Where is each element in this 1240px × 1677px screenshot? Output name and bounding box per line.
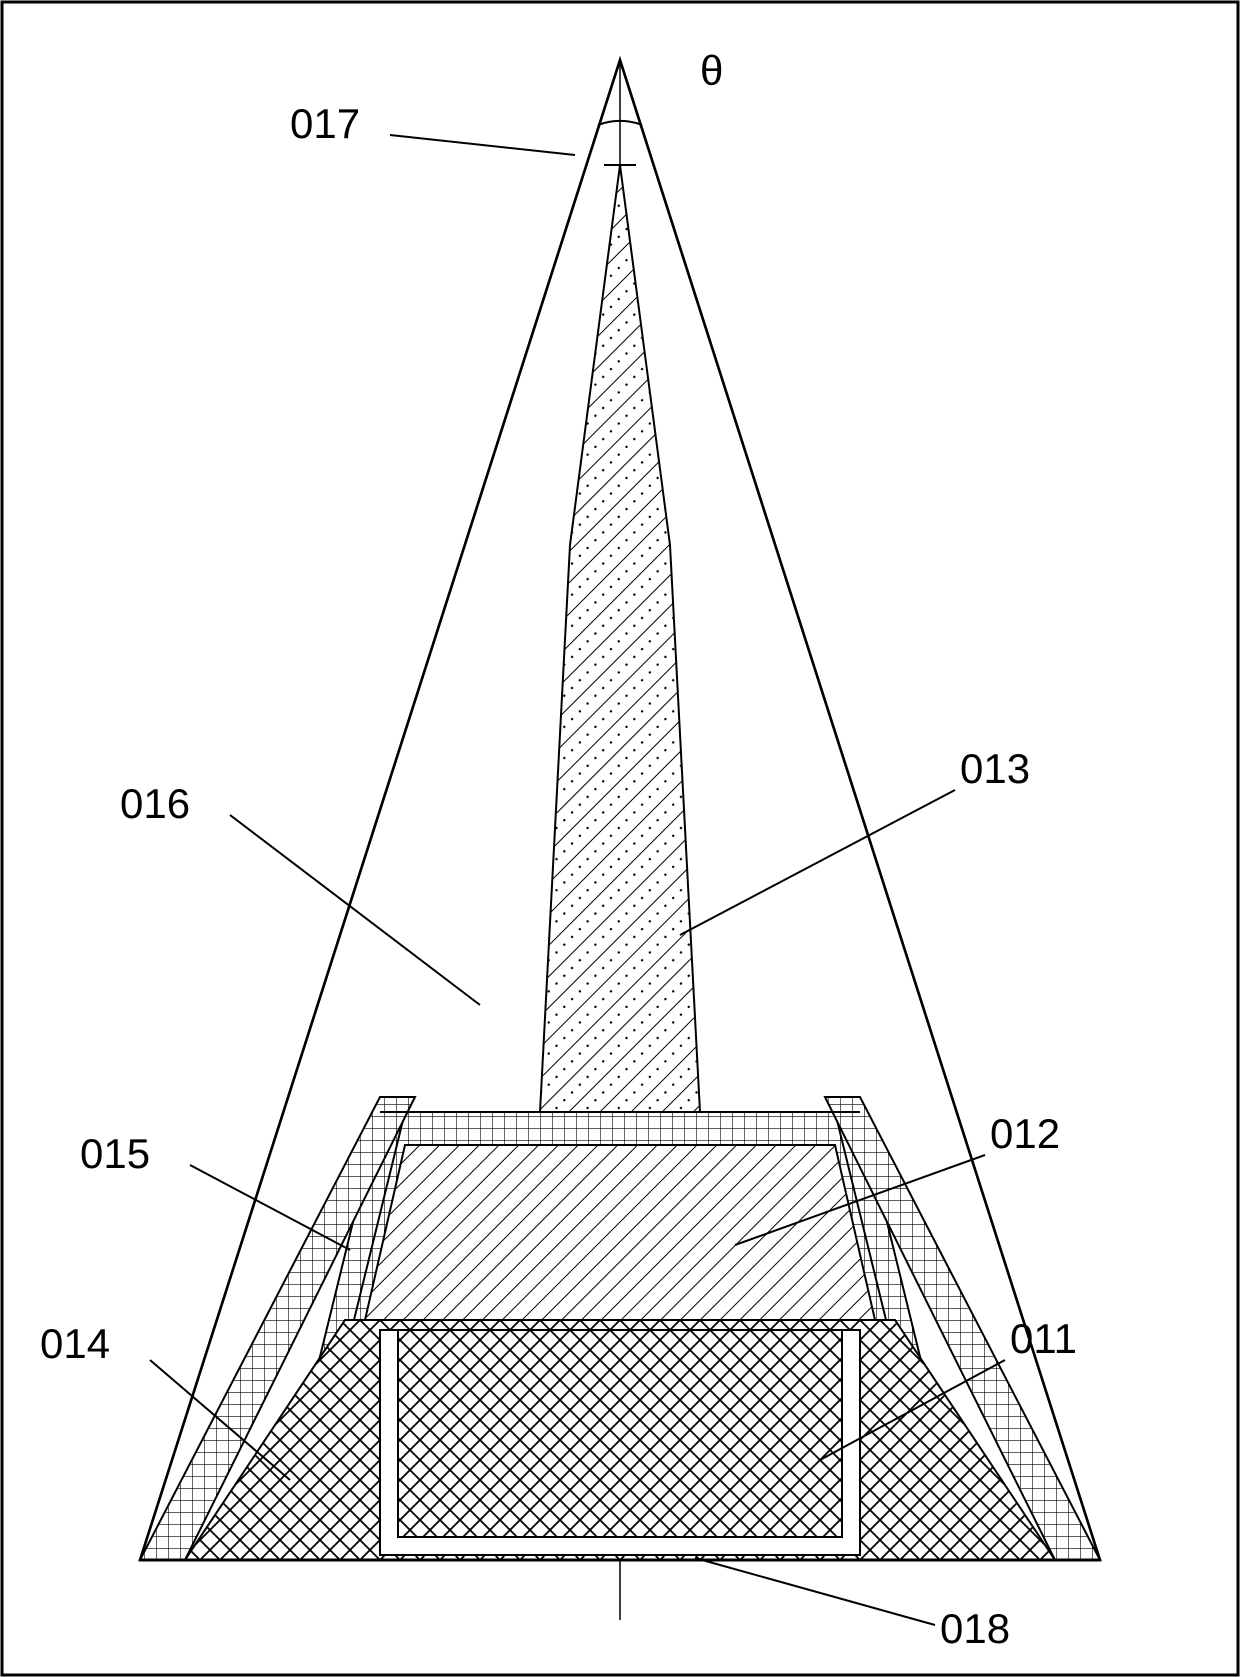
diagram-svg: θ [0, 0, 1240, 1677]
theta-symbol: θ [700, 47, 723, 94]
label-015: 015 [80, 1130, 150, 1178]
part-013 [540, 165, 700, 1112]
label-016: 016 [120, 780, 190, 828]
part-011 [398, 1330, 842, 1537]
label-017: 017 [290, 100, 360, 148]
label-011: 011 [1010, 1315, 1077, 1363]
technical-diagram: θ [0, 0, 1240, 1677]
label-013: 013 [960, 745, 1030, 793]
label-014: 014 [40, 1320, 110, 1368]
label-018: 018 [940, 1605, 1010, 1653]
label-012: 012 [990, 1110, 1060, 1158]
part-012 [365, 1145, 875, 1320]
